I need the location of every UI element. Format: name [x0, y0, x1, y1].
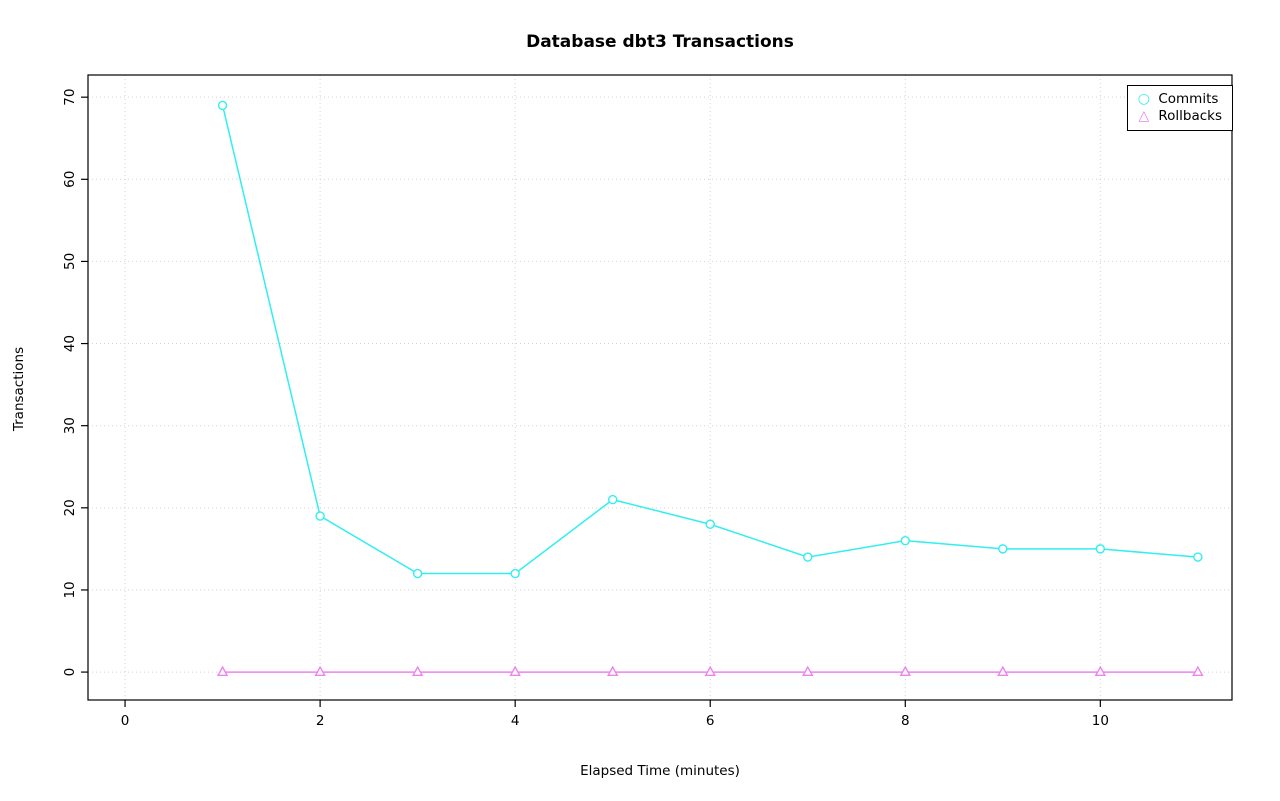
data-point-marker — [899, 665, 911, 676]
axis-ticks — [81, 96, 1101, 707]
data-point-marker — [509, 665, 521, 676]
data-point-marker — [803, 552, 813, 562]
y-tick-label: 20 — [62, 499, 78, 516]
y-tick-label: 50 — [62, 253, 78, 270]
y-tick-label: 0 — [62, 668, 78, 677]
data-point-marker — [1193, 552, 1203, 562]
x-tick-label: 10 — [1092, 713, 1109, 729]
legend-label-rollbacks: Rollbacks — [1158, 108, 1222, 124]
data-point-marker — [217, 100, 228, 111]
data-point-marker — [315, 511, 325, 521]
data-point-marker — [802, 665, 814, 676]
data-point-marker — [1095, 544, 1106, 554]
data-point-marker — [704, 665, 716, 676]
y-tick-label: 10 — [62, 581, 78, 598]
data-point-marker — [607, 665, 619, 676]
series-rollbacks — [216, 665, 1204, 676]
y-tick-label: 60 — [62, 171, 78, 188]
x-tick-label: 4 — [511, 713, 520, 729]
data-point-marker — [900, 535, 910, 546]
data-point-marker — [314, 665, 326, 676]
y-tick-label: 70 — [62, 89, 78, 106]
grid — [88, 75, 1232, 700]
y-tick-label: 40 — [62, 335, 78, 352]
data-point-marker — [1192, 665, 1204, 676]
data-point-marker — [1094, 665, 1107, 676]
data-point-marker — [510, 568, 520, 579]
y-tick-label: 30 — [62, 417, 78, 434]
data-point-marker — [705, 519, 715, 529]
x-tick-label: 6 — [706, 713, 715, 729]
plot-box — [87, 74, 1233, 701]
y-axis-label: Transactions — [11, 346, 27, 432]
data-point-marker — [997, 665, 1009, 676]
commits-marker-icon: ○ — [1137, 91, 1150, 107]
x-tick-label: 8 — [901, 713, 910, 729]
data-point-marker — [411, 665, 424, 676]
axis-tick-labels: 0 2 4 6 8 10 0 10 20 30 40 50 60 70 — [62, 89, 1109, 729]
legend: ○ Commits △ Rollbacks — [1127, 85, 1233, 131]
x-tick-label: 2 — [316, 713, 325, 729]
data-point-marker — [412, 568, 423, 579]
series-commits — [217, 100, 1203, 579]
data-point-marker — [998, 544, 1008, 554]
x-axis-label: Elapsed Time (minutes) — [580, 763, 740, 779]
x-tick-label: 0 — [121, 713, 130, 729]
data-point-marker — [216, 665, 229, 676]
chart-title: Database dbt3 Transactions — [526, 32, 794, 52]
data-point-marker — [607, 494, 618, 505]
legend-item-commits: ○ Commits — [1136, 91, 1222, 108]
legend-label-commits: Commits — [1158, 91, 1219, 107]
legend-item-rollbacks: △ Rollbacks — [1136, 108, 1222, 125]
rollbacks-marker-icon: △ — [1138, 108, 1150, 124]
